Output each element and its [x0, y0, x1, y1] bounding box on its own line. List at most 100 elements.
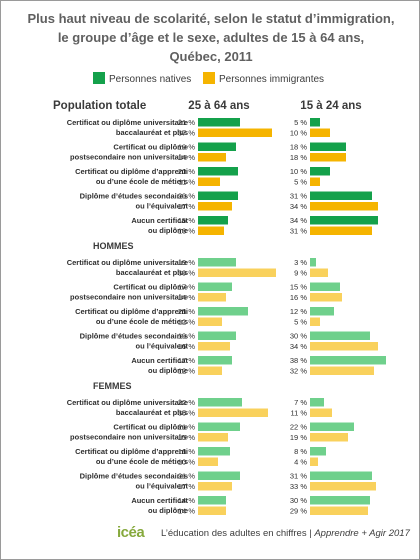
category-label-1-4-0: Aucun certificat	[131, 356, 188, 365]
value-natives-2-2-0: 16 %	[178, 447, 195, 456]
value-natives-1-2-1: 12 %	[290, 307, 307, 316]
category-label-1-1-0: Certificat ou diplôme	[113, 283, 188, 292]
footer-caption-text: L’éducation des adultes en chiffres |	[161, 528, 315, 539]
bar-immigrants-1-4-1	[310, 366, 374, 375]
value-immigrants-1-0-0: 39 %	[178, 269, 195, 278]
column-header-1: 15 à 24 ans	[300, 100, 361, 112]
bar-immigrants-1-3-0	[198, 342, 230, 351]
bar-immigrants-2-1-0	[198, 433, 228, 442]
bar-immigrants-0-4-1	[310, 226, 372, 235]
value-immigrants-0-2-1: 5 %	[294, 178, 307, 187]
bar-natives-2-2-0	[198, 447, 230, 456]
value-natives-0-3-0: 20 %	[178, 192, 195, 201]
category-label-0-4-1: ou diplôme	[148, 226, 188, 235]
value-natives-0-2-1: 10 %	[290, 167, 307, 176]
chart-title-line-1: Plus haut niveau de scolarité, selon le …	[27, 11, 395, 26]
bar-immigrants-2-3-1	[310, 482, 376, 491]
bar-natives-0-3-0	[198, 191, 238, 200]
chart-title-line-3: Québec, 2011	[169, 49, 253, 64]
category-label-1-0-0: Certificat ou diplôme universitaire	[67, 258, 188, 267]
value-natives-2-2-1: 8 %	[294, 447, 307, 456]
value-immigrants-1-1-0: 14 %	[178, 293, 195, 302]
value-immigrants-2-1-1: 19 %	[290, 433, 307, 442]
bar-natives-0-1-0	[198, 142, 236, 151]
value-natives-1-4-1: 38 %	[290, 356, 307, 365]
value-natives-2-3-0: 21 %	[178, 472, 195, 481]
bar-natives-1-2-1	[310, 307, 334, 316]
bar-immigrants-1-1-0	[198, 293, 226, 302]
value-immigrants-1-4-1: 32 %	[290, 367, 307, 376]
value-natives-1-2-0: 25 %	[178, 307, 195, 316]
bar-natives-1-4-1	[310, 356, 386, 365]
bar-natives-1-2-0	[198, 307, 248, 316]
legend-swatch-immigrants	[203, 72, 215, 84]
value-immigrants-2-1-0: 15 %	[178, 433, 195, 442]
group-label-1: HOMMES	[93, 241, 134, 251]
bar-immigrants-0-4-0	[198, 226, 224, 235]
bar-immigrants-0-3-0	[198, 202, 232, 211]
value-immigrants-2-2-1: 4 %	[294, 458, 307, 467]
category-label-1-0-1: baccalauréat et plus	[116, 268, 188, 277]
category-label-2-1-1: postsecondaire non universitaire	[70, 433, 188, 442]
category-label-2-0-1: baccalauréat et plus	[116, 408, 188, 417]
value-immigrants-0-0-1: 10 %	[290, 129, 307, 138]
bar-natives-2-3-0	[198, 471, 240, 480]
bar-natives-0-1-1	[310, 142, 346, 151]
value-immigrants-2-0-1: 11 %	[290, 409, 307, 418]
chart-title-line-2: le groupe d’âge et le sexe, adultes de 1…	[57, 30, 365, 45]
bar-natives-0-2-1	[310, 167, 330, 176]
bar-natives-1-3-0	[198, 331, 236, 340]
group-label-2: FEMMES	[93, 381, 132, 391]
bar-natives-0-2-0	[198, 167, 238, 176]
value-natives-0-0-1: 5 %	[294, 118, 307, 127]
value-immigrants-2-4-1: 29 %	[290, 507, 307, 516]
category-label-0-1-0: Certificat ou diplôme	[113, 143, 188, 152]
bar-natives-0-4-0	[198, 216, 228, 225]
bar-immigrants-0-1-1	[310, 153, 346, 162]
value-natives-1-0-0: 19 %	[178, 258, 195, 267]
bar-natives-1-3-1	[310, 331, 370, 340]
bar-natives-2-1-1	[310, 422, 354, 431]
value-natives-1-4-0: 17 %	[178, 356, 195, 365]
bar-immigrants-0-0-0	[198, 128, 272, 137]
category-label-2-4-0: Aucun certificat	[131, 496, 188, 505]
category-label-0-2-1: ou d’une école de métiers	[96, 177, 188, 186]
bar-natives-0-4-1	[310, 216, 378, 225]
category-label-1-3-0: Diplôme d’études secondaires	[80, 332, 188, 341]
legend-label-immigrants: Personnes immigrantes	[219, 74, 325, 85]
value-immigrants-0-1-0: 14 %	[178, 153, 195, 162]
value-immigrants-0-4-0: 13 %	[178, 227, 195, 236]
bar-natives-2-4-1	[310, 496, 370, 505]
bar-natives-2-3-1	[310, 471, 372, 480]
bar-immigrants-2-4-0	[198, 506, 226, 515]
category-label-0-3-1: ou l’équivalent	[135, 202, 188, 211]
bar-immigrants-2-3-0	[198, 482, 232, 491]
bar-natives-1-1-1	[310, 282, 340, 291]
bar-immigrants-0-2-1	[310, 177, 320, 186]
value-immigrants-1-2-1: 5 %	[294, 318, 307, 327]
bar-immigrants-0-2-0	[198, 177, 220, 186]
category-label-2-2-1: ou d’une école de métiers	[96, 457, 188, 466]
category-label-2-4-1: ou diplôme	[148, 506, 188, 515]
bar-immigrants-0-1-0	[198, 153, 226, 162]
value-natives-0-1-0: 19 %	[178, 143, 195, 152]
value-immigrants-2-4-0: 14 %	[178, 507, 195, 516]
bar-immigrants-2-2-0	[198, 457, 218, 466]
bar-immigrants-1-2-0	[198, 317, 222, 326]
bar-immigrants-1-1-1	[310, 293, 342, 302]
legend-swatch-natives	[93, 72, 105, 84]
footer-caption-italic: Apprendre + Agir 2017	[314, 528, 410, 539]
bar-immigrants-1-0-1	[310, 268, 328, 277]
category-label-0-0-0: Certificat ou diplôme universitaire	[67, 118, 188, 127]
icea-logo: icéa	[117, 524, 145, 541]
category-label-2-3-1: ou l’équivalent	[135, 482, 188, 491]
value-immigrants-0-4-1: 31 %	[290, 227, 307, 236]
bar-immigrants-1-3-1	[310, 342, 378, 351]
category-label-1-2-0: Certificat ou diplôme d’apprenti	[75, 307, 188, 316]
bar-immigrants-2-0-1	[310, 408, 332, 417]
category-label-1-2-1: ou d’une école de métiers	[96, 317, 188, 326]
category-label-1-1-1: postsecondaire non universitaire	[70, 293, 188, 302]
value-natives-2-0-1: 7 %	[294, 398, 307, 407]
bar-natives-2-4-0	[198, 496, 226, 505]
